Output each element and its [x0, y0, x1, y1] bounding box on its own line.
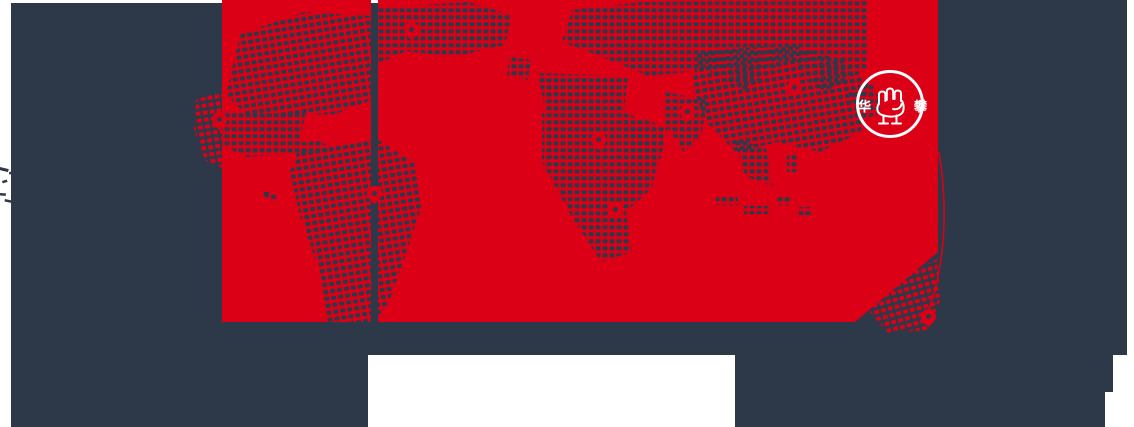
bottom-left-dark-block	[11, 355, 368, 427]
company-logo: 华 攀	[856, 70, 928, 138]
route-arc	[928, 151, 945, 310]
logo-char-left: 华	[858, 100, 872, 115]
landmasses-navy-dots	[222, 0, 881, 322]
island-chain	[0, 165, 18, 203]
logo-char-right: 攀	[914, 100, 928, 115]
logo-circle-border: 华 攀	[856, 70, 928, 138]
bottom-dark-band	[222, 322, 938, 355]
vertical-divider-bar	[371, 3, 378, 355]
bottom-right-dark-step	[735, 392, 1105, 427]
bottom-right-dark-block	[735, 355, 1113, 392]
right-dark-panel	[938, 0, 1127, 355]
fist-icon	[876, 87, 905, 125]
